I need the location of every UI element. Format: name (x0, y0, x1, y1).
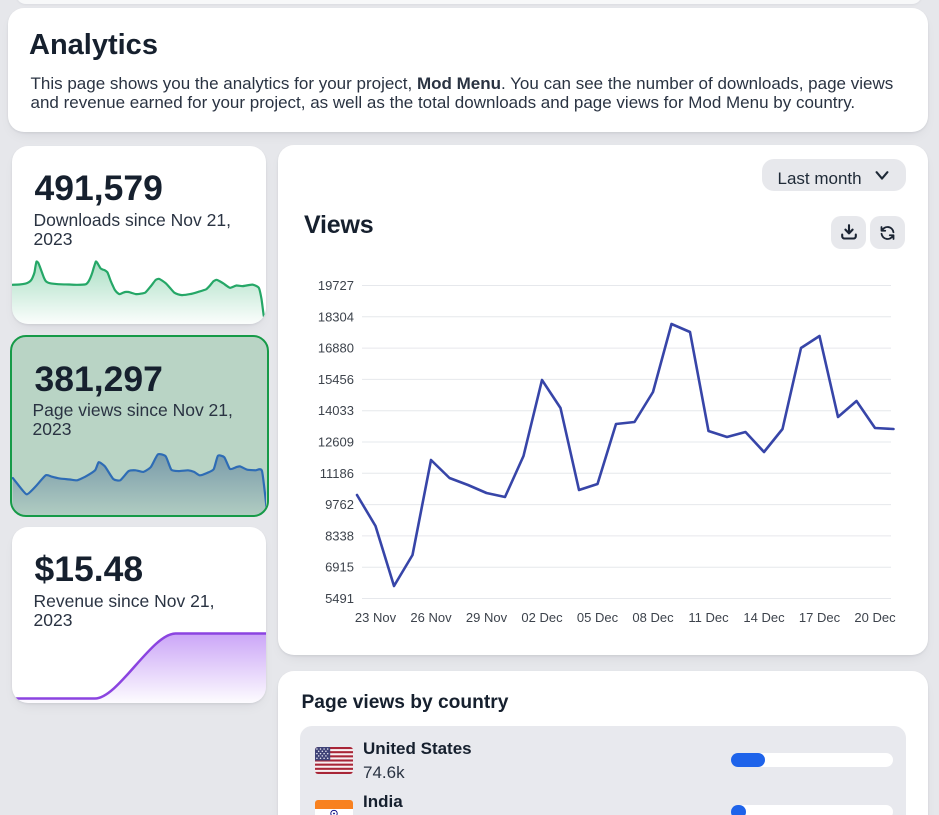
svg-text:05 Dec: 05 Dec (577, 610, 619, 625)
svg-text:02 Dec: 02 Dec (521, 610, 563, 625)
svg-text:16880: 16880 (318, 341, 354, 356)
svg-text:18304: 18304 (318, 309, 354, 324)
svg-text:8338: 8338 (325, 528, 354, 543)
svg-text:11 Dec: 11 Dec (688, 610, 729, 625)
svg-text:17 Dec: 17 Dec (799, 610, 841, 625)
svg-text:12609: 12609 (318, 435, 354, 450)
svg-text:11186: 11186 (320, 466, 354, 481)
svg-text:14 Dec: 14 Dec (743, 610, 785, 625)
svg-text:26 Nov: 26 Nov (410, 610, 452, 625)
svg-text:5491: 5491 (325, 591, 354, 606)
svg-text:29 Nov: 29 Nov (466, 610, 508, 625)
svg-text:20 Dec: 20 Dec (854, 610, 896, 625)
svg-text:14033: 14033 (318, 403, 354, 418)
svg-text:15456: 15456 (318, 372, 354, 387)
svg-text:19727: 19727 (318, 278, 354, 293)
svg-text:08 Dec: 08 Dec (632, 610, 674, 625)
svg-text:6915: 6915 (325, 560, 354, 575)
svg-text:9762: 9762 (325, 497, 354, 512)
svg-text:23 Nov: 23 Nov (355, 610, 397, 625)
